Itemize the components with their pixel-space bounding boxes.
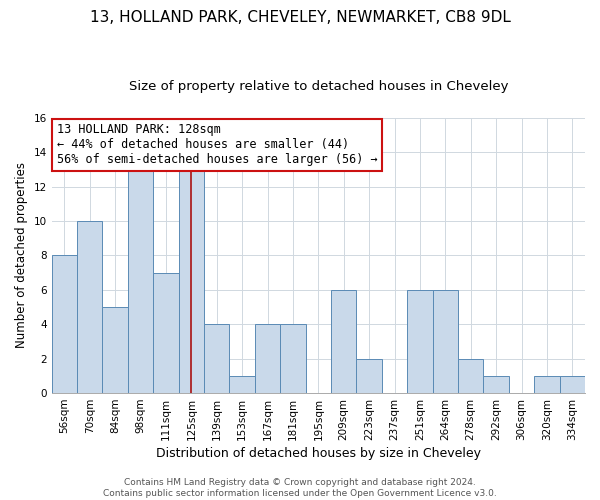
X-axis label: Distribution of detached houses by size in Cheveley: Distribution of detached houses by size … [156,447,481,460]
Bar [229,376,255,393]
Bar [179,170,204,393]
Bar [153,272,179,393]
Bar [356,358,382,393]
Bar [280,324,305,393]
Bar [407,290,433,393]
Bar [331,290,356,393]
Bar [534,376,560,393]
Title: Size of property relative to detached houses in Cheveley: Size of property relative to detached ho… [128,80,508,93]
Text: Contains HM Land Registry data © Crown copyright and database right 2024.
Contai: Contains HM Land Registry data © Crown c… [103,478,497,498]
Bar [433,290,458,393]
Text: 13 HOLLAND PARK: 128sqm
← 44% of detached houses are smaller (44)
56% of semi-de: 13 HOLLAND PARK: 128sqm ← 44% of detache… [57,124,377,166]
Y-axis label: Number of detached properties: Number of detached properties [15,162,28,348]
Bar [560,376,585,393]
Bar [204,324,229,393]
Text: 13, HOLLAND PARK, CHEVELEY, NEWMARKET, CB8 9DL: 13, HOLLAND PARK, CHEVELEY, NEWMARKET, C… [89,10,511,25]
Bar [458,358,484,393]
Bar [103,307,128,393]
Bar [128,170,153,393]
Bar [484,376,509,393]
Bar [255,324,280,393]
Bar [52,256,77,393]
Bar [77,221,103,393]
